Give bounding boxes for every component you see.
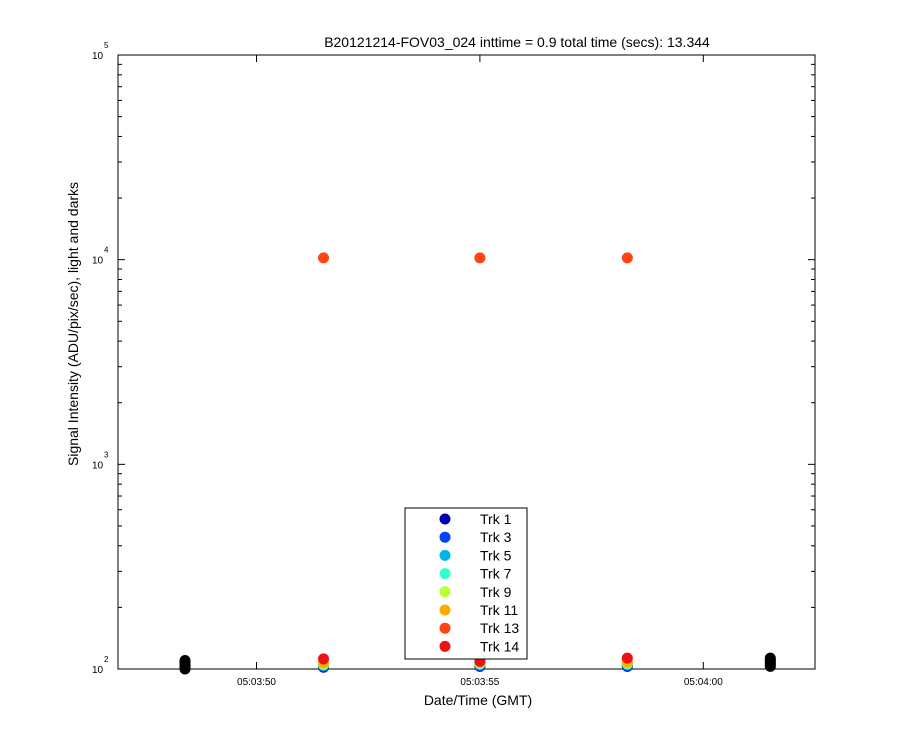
dark-frame-point	[764, 652, 776, 664]
x-tick-label: 05:03:55	[460, 677, 499, 688]
y-tick-exponent: 3	[104, 450, 109, 459]
legend-marker	[439, 604, 451, 616]
data-point	[318, 653, 330, 665]
y-tick-exponent: 2	[104, 655, 109, 664]
y-axis-title: Signal Intensity (ADU/pix/sec), light an…	[65, 182, 81, 466]
y-tick-label: 10	[92, 51, 104, 62]
legend-marker	[439, 586, 451, 598]
x-axis-title: Date/Time (GMT)	[424, 692, 532, 708]
y-tick-label: 10	[92, 460, 104, 471]
legend-marker	[439, 622, 451, 634]
data-point	[621, 652, 633, 664]
legend-label: Trk 9	[480, 584, 512, 600]
y-tick-exponent: 4	[104, 246, 109, 255]
data-marks	[179, 252, 776, 675]
chart-title: B20121214-FOV03_024 inttime = 0.9 total …	[324, 34, 710, 50]
legend-label: Trk 5	[480, 547, 512, 563]
legend-label: Trk 1	[480, 511, 512, 527]
dark-frame-point	[179, 655, 191, 667]
legend-marker	[439, 531, 451, 543]
data-point	[318, 252, 330, 264]
x-tick-label: 05:04:00	[684, 677, 723, 688]
legend-label: Trk 11	[480, 602, 518, 618]
legend-label: Trk 7	[480, 566, 512, 582]
legend-label: Trk 3	[480, 529, 512, 545]
y-tick-label: 10	[92, 665, 104, 676]
y-tick-exponent: 5	[104, 41, 109, 50]
legend-marker	[439, 568, 451, 580]
legend-label: Trk 14	[480, 638, 519, 654]
legend: Trk 1 Trk 3 Trk 5 Trk 7 Trk 9 Trk 11 Trk 13 Trk…	[404, 507, 528, 660]
y-tick-label: 10	[92, 256, 104, 267]
x-tick-label: 05:03:50	[237, 677, 276, 688]
legend-marker	[439, 513, 451, 525]
legend-marker	[439, 549, 451, 561]
legend-label: Trk 13	[480, 620, 519, 636]
data-point	[474, 252, 486, 264]
legend-box	[404, 507, 528, 660]
legend-marker	[439, 640, 451, 652]
data-point	[621, 252, 633, 264]
